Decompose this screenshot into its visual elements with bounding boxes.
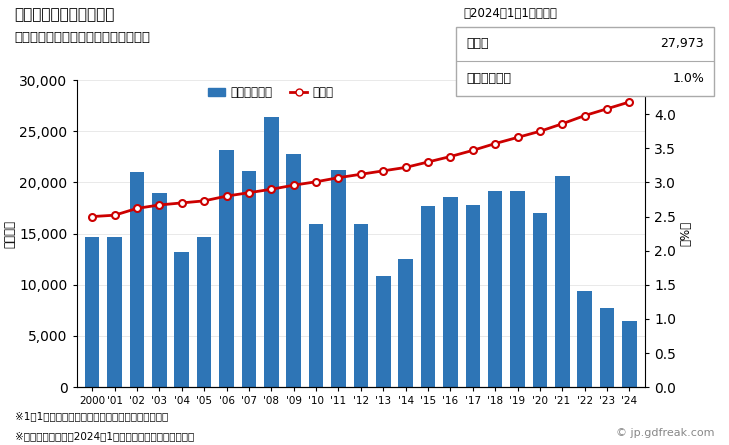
Text: （住民基本台帳ベース、日本人住民）: （住民基本台帳ベース、日本人住民） [15,31,151,44]
Text: 豊見城市の世帯数の推移: 豊見城市の世帯数の推移 [15,7,115,22]
Bar [264,117,278,387]
Text: 世帯数: 世帯数 [466,37,488,50]
Bar [555,176,569,387]
Text: 27,973: 27,973 [660,37,704,50]
Text: 1.0%: 1.0% [672,72,704,85]
Bar [623,320,636,387]
Bar [466,205,480,387]
Legend: 対前年増加率, 世帯数: 対前年増加率, 世帯数 [208,86,333,99]
Bar [510,190,525,387]
Bar [421,206,435,387]
Bar [398,259,413,387]
Text: ※1月1日時点の外国籍を除く日本人住民の世帯数。: ※1月1日時点の外国籍を除く日本人住民の世帯数。 [15,412,168,421]
Text: 対前年増減率: 対前年増減率 [466,72,511,85]
Y-axis label: （%）: （%） [679,221,692,246]
Text: ※市区町村の場合は2024年1月１日時点の市区町村境界。: ※市区町村の場合は2024年1月１日時点の市区町村境界。 [15,431,194,441]
Bar [309,224,324,387]
Bar [376,275,391,387]
Text: 【2024年1月1日時点】: 【2024年1月1日時点】 [463,7,557,20]
Bar [130,172,144,387]
Bar [533,213,547,387]
Bar [331,170,346,387]
Bar [197,237,211,387]
Bar [286,154,301,387]
FancyBboxPatch shape [456,27,714,96]
Bar [219,150,234,387]
Bar [443,197,458,387]
Bar [241,171,256,387]
Y-axis label: （世帯）: （世帯） [4,220,17,247]
Bar [107,237,122,387]
Bar [152,193,167,387]
Bar [85,237,99,387]
Bar [354,224,368,387]
Text: © jp.gdfreak.com: © jp.gdfreak.com [616,429,714,438]
Bar [488,190,502,387]
Bar [577,291,592,387]
Bar [600,308,615,387]
Bar [174,252,189,387]
